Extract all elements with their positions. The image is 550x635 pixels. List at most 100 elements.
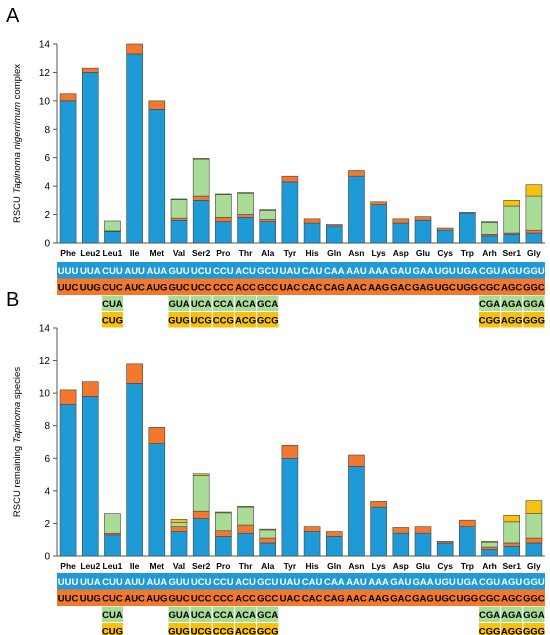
y-axis-title-prefix: RSCU remaining — [12, 443, 23, 517]
bar-segment-orange — [392, 527, 410, 534]
codon-label: CUC — [102, 283, 123, 294]
bar-segment-orange — [148, 100, 166, 110]
bar-segment-blue — [414, 532, 432, 557]
codon-label: GGC — [523, 283, 545, 294]
bar-segment-orange — [370, 201, 387, 205]
bar-segment-yellow — [237, 506, 254, 508]
codon-label: CCA — [213, 299, 234, 310]
bar-segment-orange — [192, 195, 210, 201]
codon-label: CUC — [102, 594, 123, 605]
codon-label: AAC — [346, 283, 367, 294]
bar-segment-blue — [414, 219, 432, 244]
codon-label: CGG — [479, 316, 501, 327]
bar-segment-orange — [81, 67, 99, 73]
codon-cell-bg-green — [212, 606, 234, 622]
bar-segment-blue — [459, 526, 476, 557]
bar-segment-yellow — [192, 473, 210, 476]
bar-segment-blue — [525, 232, 543, 244]
bar-segment-orange — [281, 175, 299, 183]
y-axis-title: RSCU Tapinoma nigerrimum complex — [12, 64, 23, 223]
category-label: Asn — [348, 561, 364, 571]
bar-segment-blue — [481, 235, 498, 244]
codon-label: AGA — [501, 299, 522, 310]
bar-segment-yellow — [525, 500, 543, 514]
bar-segment-yellow — [503, 514, 521, 523]
category-label: Asp — [393, 561, 409, 571]
codon-label: UUU — [58, 577, 79, 588]
codon-label: CAA — [324, 266, 345, 277]
bar-segment-orange — [126, 43, 143, 55]
codon-label: CCG — [213, 316, 234, 327]
category-label: Pro — [216, 248, 230, 258]
category-label: Trp — [461, 561, 474, 571]
category-label: Leu2 — [80, 248, 100, 258]
category-label: Arh — [482, 248, 497, 258]
codon-label: AGU — [501, 266, 522, 277]
codon-label: GAG — [412, 283, 434, 294]
codon-label: UUC — [58, 283, 79, 294]
bar-segment-yellow — [259, 528, 277, 531]
codon-label: GGA — [523, 299, 545, 310]
category-label: Ala — [261, 248, 275, 258]
codon-label: UUG — [80, 283, 101, 294]
category-label: Ile — [130, 561, 140, 571]
codon-label: UUA — [80, 577, 101, 588]
bar-segment-green — [215, 512, 232, 532]
codon-label: ACA — [235, 610, 256, 621]
codon-cell-bg-yellow — [101, 623, 124, 635]
bar-segment-orange — [525, 537, 543, 544]
category-label: Ser1 — [503, 248, 522, 258]
y-tick-label: 0 — [44, 239, 50, 250]
codon-label: AUA — [147, 577, 168, 588]
codon-label: GUG — [168, 627, 190, 635]
bar-segment-yellow — [525, 184, 543, 197]
bar-segment-blue — [392, 222, 410, 244]
category-label: Gly — [527, 248, 541, 258]
bar-segment-orange — [81, 381, 99, 397]
bar-segment-orange — [348, 170, 365, 177]
category-label: Leu2 — [80, 561, 100, 571]
bar-segment-green — [104, 220, 121, 232]
codon-label: UAC — [280, 594, 301, 605]
codon-label: CCU — [213, 577, 234, 588]
category-label: Gln — [327, 248, 341, 258]
codon-label: AAA — [368, 577, 389, 588]
codon-label: CAU — [302, 577, 323, 588]
codon-cell-bg-yellow — [212, 623, 234, 635]
bar-segment-green — [192, 475, 210, 512]
bar-segment-yellow — [215, 511, 232, 514]
bar-segment-orange — [414, 526, 432, 534]
bar-segment-blue — [503, 545, 521, 557]
bar-segment-orange — [325, 531, 343, 537]
codon-cell-bg-green — [212, 295, 234, 311]
bar-segment-blue — [237, 532, 254, 557]
y-tick-label: 0 — [44, 552, 50, 563]
codon-cell-bg-green — [190, 295, 212, 311]
bar-segment-blue — [325, 225, 343, 244]
codon-label: UAU — [280, 266, 301, 277]
codon-row-band-blue — [57, 573, 545, 590]
bar-segment-orange — [525, 229, 543, 234]
bar-segment-orange — [170, 217, 188, 221]
bar-segment-orange — [459, 212, 476, 214]
category-label: Leu1 — [103, 248, 123, 258]
codon-cell-bg-yellow — [523, 312, 545, 328]
bar-segment-orange — [503, 542, 521, 547]
codon-cell-bg-yellow — [168, 312, 190, 328]
codon-cell-bg-yellow — [190, 312, 212, 328]
bar-segment-orange — [215, 530, 232, 537]
bar-segment-yellow — [170, 198, 188, 200]
category-label: Pro — [216, 561, 230, 571]
codon-row-band-orange — [57, 278, 545, 295]
codon-label: CUA — [102, 299, 123, 310]
codon-label: GUU — [168, 266, 189, 277]
y-tick-label: 4 — [44, 486, 50, 497]
codon-label: ACU — [235, 577, 256, 588]
codon-cell-bg-green — [501, 606, 523, 622]
bar-segment-green — [170, 522, 188, 527]
codon-label: GCA — [257, 299, 278, 310]
bar-segment-orange — [148, 427, 166, 444]
category-label: Tyr — [284, 248, 297, 258]
bar-segment-blue — [126, 53, 143, 244]
bar-segment-orange — [192, 510, 210, 519]
